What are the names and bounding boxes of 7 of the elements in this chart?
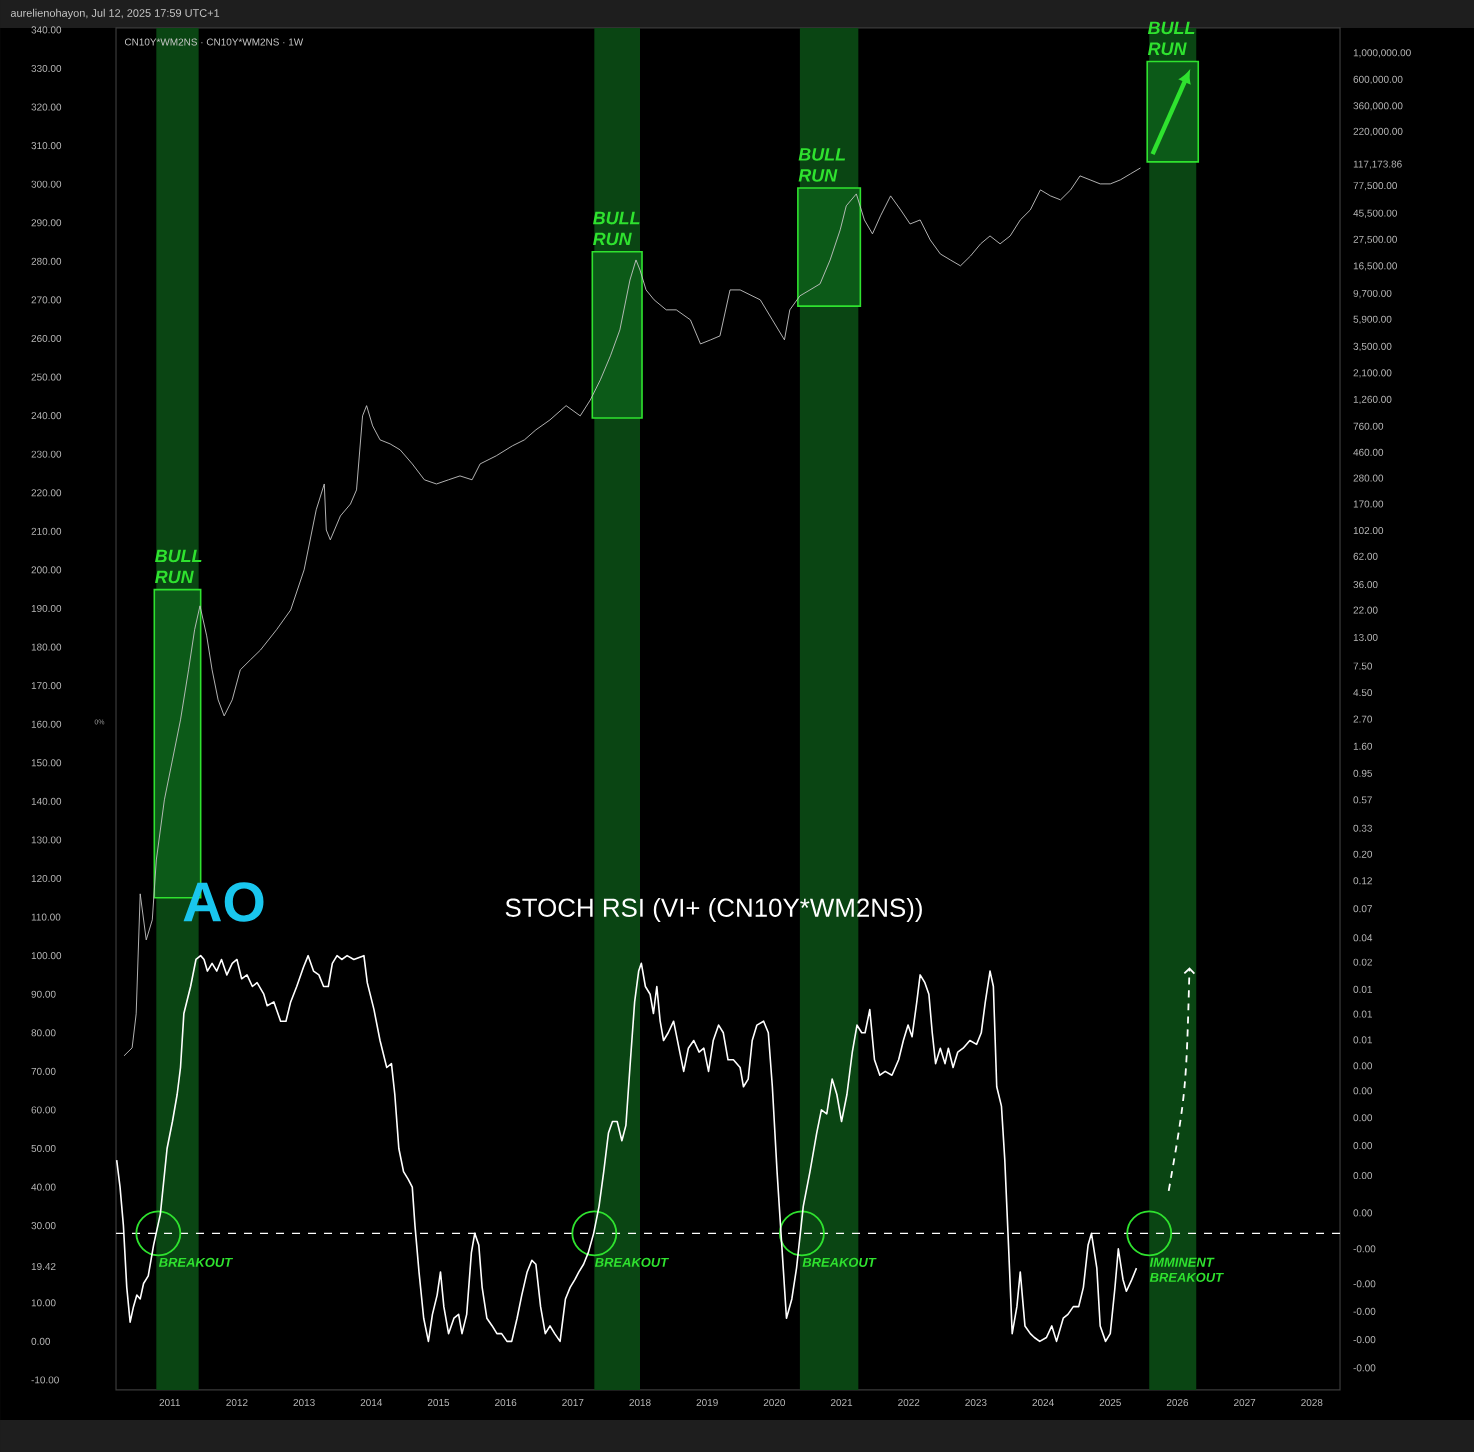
annotation: BULL RUN <box>593 211 640 246</box>
annotation: AO <box>183 882 264 922</box>
annotation: BULL RUN <box>798 148 846 182</box>
line-series <box>123 167 1141 1057</box>
annotation: BULL RUN <box>1147 21 1195 56</box>
text: STOCH RSI (VI+ (CN10Y*WM2NS)) <box>505 897 922 923</box>
annotation: BULL RUN <box>155 549 202 584</box>
